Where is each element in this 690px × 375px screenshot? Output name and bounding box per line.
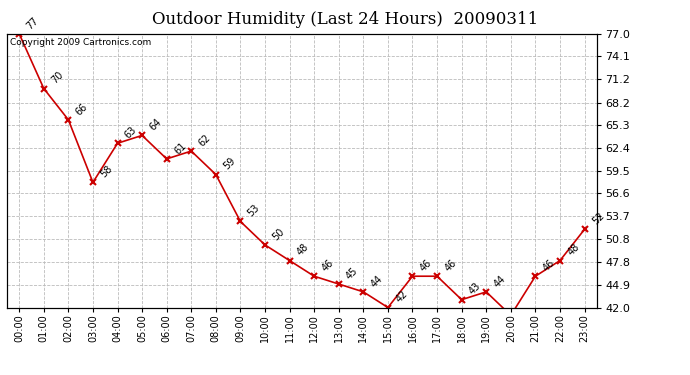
Text: 43: 43: [467, 281, 483, 297]
Text: 53: 53: [246, 203, 262, 219]
Text: 46: 46: [418, 258, 434, 273]
Text: 62: 62: [197, 132, 213, 148]
Text: 45: 45: [344, 266, 360, 281]
Text: 50: 50: [270, 226, 286, 242]
Text: 46: 46: [442, 258, 458, 273]
Text: 58: 58: [99, 164, 115, 180]
Text: 42: 42: [393, 289, 409, 305]
Text: 64: 64: [148, 117, 164, 133]
Text: 48: 48: [566, 242, 581, 258]
Text: 46: 46: [541, 258, 557, 273]
Text: 44: 44: [492, 273, 508, 289]
Text: 52: 52: [590, 211, 606, 226]
Text: 61: 61: [172, 140, 188, 156]
Text: Outdoor Humidity (Last 24 Hours)  20090311: Outdoor Humidity (Last 24 Hours) 2009031…: [152, 11, 538, 28]
Text: 48: 48: [295, 242, 311, 258]
Text: Copyright 2009 Cartronics.com: Copyright 2009 Cartronics.com: [10, 38, 151, 47]
Text: 77: 77: [25, 15, 41, 31]
Text: 46: 46: [319, 258, 335, 273]
Text: 41: 41: [0, 374, 1, 375]
Text: 63: 63: [123, 125, 139, 141]
Text: 70: 70: [49, 70, 65, 86]
Text: 44: 44: [369, 273, 384, 289]
Text: 59: 59: [221, 156, 237, 172]
Text: 66: 66: [74, 101, 90, 117]
